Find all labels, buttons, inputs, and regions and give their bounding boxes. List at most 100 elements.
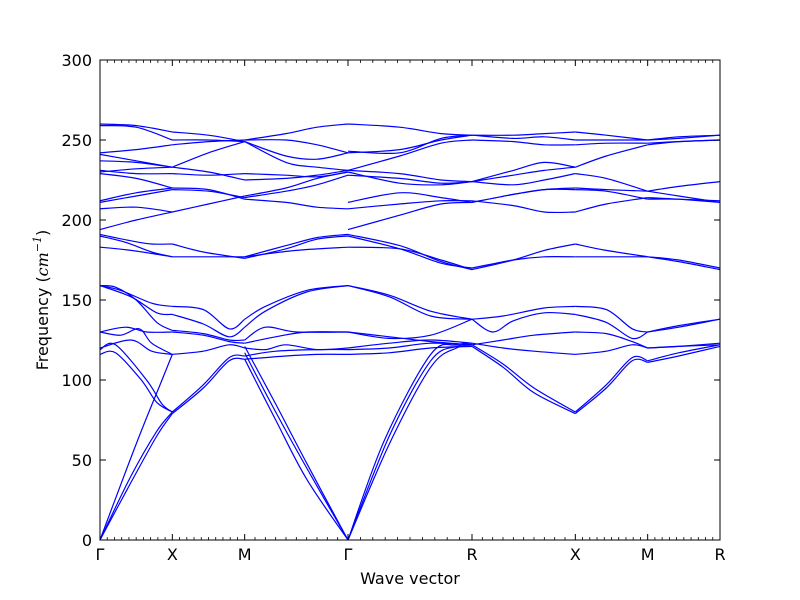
band-line-seg4-13 bbox=[471, 161, 576, 183]
band-line-seg0-20 bbox=[99, 169, 173, 175]
x-tick-label: Γ bbox=[96, 545, 105, 564]
band-line-seg4-11 bbox=[471, 173, 576, 186]
band-line-seg1-0 bbox=[171, 357, 245, 415]
band-line-seg2-13 bbox=[244, 198, 349, 210]
band-line-seg2-2 bbox=[244, 346, 349, 541]
band-line-seg0-25 bbox=[99, 123, 173, 133]
band-line-seg2-6 bbox=[244, 331, 349, 344]
band-line-seg6-6 bbox=[647, 256, 721, 271]
band-line-seg0-13 bbox=[99, 233, 173, 245]
band-line-seg2-21 bbox=[244, 139, 349, 154]
band-line-seg5-5 bbox=[575, 305, 648, 333]
band-line-seg6-5 bbox=[647, 318, 721, 333]
band-line-seg4-9 bbox=[471, 188, 576, 203]
band-line-seg3-17 bbox=[347, 171, 473, 186]
band-line-seg1-4 bbox=[172, 329, 245, 342]
y-axis-label-unit: cm bbox=[33, 252, 52, 276]
band-line-seg5-3 bbox=[575, 331, 648, 349]
band-line-seg3-11 bbox=[347, 235, 473, 269]
band-line-seg3-6 bbox=[347, 331, 473, 346]
band-line-seg1-2 bbox=[172, 344, 245, 355]
y-axis-label-prefix: Frequency ( bbox=[33, 276, 52, 370]
band-line-seg0-23 bbox=[99, 144, 173, 154]
band-line-seg2-5 bbox=[244, 344, 349, 351]
band-line-seg3-1 bbox=[347, 344, 473, 541]
band-line-seg3-0 bbox=[347, 345, 473, 541]
band-line-seg3-15 bbox=[347, 192, 473, 203]
band-line-seg3-21 bbox=[347, 134, 473, 155]
band-line-seg0-9 bbox=[99, 285, 173, 307]
band-line-seg0-10 bbox=[99, 285, 173, 316]
band-line-seg4-12 bbox=[471, 166, 576, 183]
band-line-seg1-11 bbox=[172, 187, 245, 200]
x-tick-label: Γ bbox=[344, 545, 353, 564]
band-line-seg5-13 bbox=[575, 142, 648, 146]
band-line-seg0-4 bbox=[99, 342, 173, 413]
band-line-seg0-5 bbox=[99, 339, 173, 355]
band-line-seg3-12 bbox=[347, 246, 473, 271]
band-line-seg3-2 bbox=[347, 342, 473, 541]
band-line-seg2-20 bbox=[244, 123, 349, 141]
band-line-seg0-14 bbox=[99, 211, 173, 231]
band-line-seg0-15 bbox=[99, 206, 173, 213]
band-line-seg4-7 bbox=[471, 255, 576, 269]
band-line-seg2-14 bbox=[244, 174, 349, 199]
band-line-seg2-9 bbox=[244, 285, 349, 320]
band-line-seg0-22 bbox=[99, 153, 173, 168]
y-axis-label-exponent: −1 bbox=[31, 236, 44, 252]
band-line-seg4-14 bbox=[471, 139, 576, 146]
band-line-seg5-10 bbox=[575, 187, 648, 192]
band-line-seg2-11 bbox=[244, 233, 349, 258]
band-line-seg1-12 bbox=[172, 173, 245, 176]
band-line-seg4-1 bbox=[471, 344, 576, 413]
band-line-seg5-6 bbox=[575, 243, 648, 258]
band-line-seg5-0 bbox=[574, 358, 648, 415]
x-tick-label: R bbox=[466, 545, 477, 564]
band-line-seg4-16 bbox=[471, 131, 576, 136]
band-line-seg3-13 bbox=[347, 199, 473, 210]
band-line-seg2-0 bbox=[244, 358, 349, 541]
band-line-seg4-0 bbox=[471, 345, 576, 415]
band-line-seg5-12 bbox=[575, 144, 648, 168]
band-line-seg6-0 bbox=[647, 345, 721, 363]
band-line-seg1-10 bbox=[172, 189, 245, 199]
y-tick-label: 300 bbox=[61, 51, 92, 70]
band-line-seg3-18 bbox=[347, 169, 473, 183]
band-line-seg2-12 bbox=[244, 246, 349, 258]
band-line-seg1-1 bbox=[171, 354, 245, 413]
band-line-seg6-3 bbox=[647, 344, 721, 349]
band-line-seg1-5 bbox=[172, 313, 246, 338]
band-line-seg0-0 bbox=[99, 413, 173, 541]
x-tick-label: M bbox=[641, 545, 655, 564]
x-tick-label: X bbox=[570, 545, 581, 564]
x-tick-label: M bbox=[238, 545, 252, 564]
band-line-seg0-7 bbox=[99, 328, 173, 355]
band-line-seg6-11 bbox=[647, 181, 721, 192]
band-line-seg3-20 bbox=[347, 134, 473, 154]
band-line-seg5-9 bbox=[575, 189, 648, 200]
y-axis-label: Frequency (cm−1) bbox=[31, 230, 52, 371]
band-line-seg3-19 bbox=[347, 139, 473, 171]
band-line-seg1-8 bbox=[172, 243, 245, 259]
band-line-seg5-1 bbox=[574, 355, 648, 413]
band-line-seg0-21 bbox=[99, 160, 173, 168]
band-line-seg0-8 bbox=[99, 285, 173, 331]
band-line-seg6-7 bbox=[647, 256, 721, 269]
band-line-seg4-15 bbox=[471, 134, 576, 141]
band-line-seg5-11 bbox=[575, 173, 648, 192]
band-line-seg5-15 bbox=[575, 131, 648, 141]
band-line-seg4-3 bbox=[471, 331, 576, 346]
y-tick-labels: 0 50 100 150 200 250 300 bbox=[61, 51, 92, 550]
y-tick-label: 50 bbox=[72, 451, 92, 470]
band-line-seg2-8 bbox=[244, 285, 349, 328]
band-line-seg0-24 bbox=[99, 125, 173, 141]
band-line-seg2-16 bbox=[244, 169, 349, 181]
band-line-seg1-16 bbox=[172, 139, 245, 143]
band-line-seg1-14 bbox=[172, 141, 245, 168]
band-line-seg5-4 bbox=[575, 313, 648, 340]
band-line-seg1-9 bbox=[172, 195, 245, 213]
band-line-seg2-3 bbox=[244, 353, 349, 360]
band-line-seg1-6 bbox=[172, 305, 246, 330]
band-line-seg0-12 bbox=[99, 235, 173, 258]
